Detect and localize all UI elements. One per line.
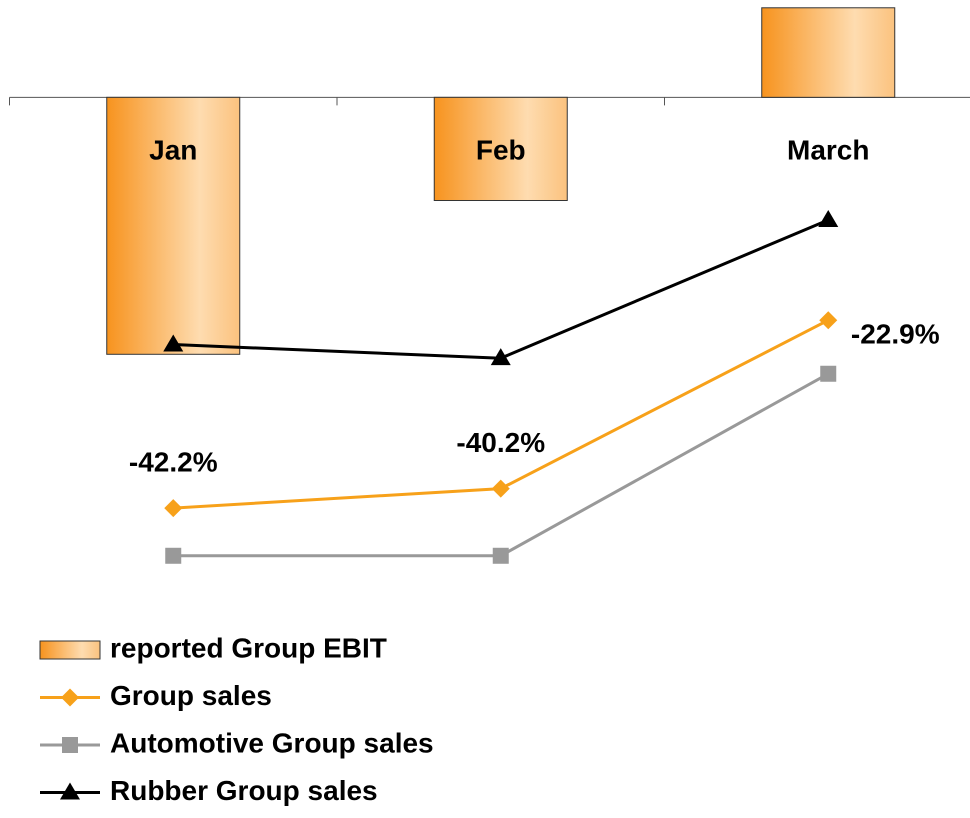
category-label: Feb xyxy=(476,134,526,165)
legend-label: Group sales xyxy=(110,680,272,711)
line xyxy=(173,218,829,360)
bar xyxy=(433,96,568,202)
marker xyxy=(165,547,182,564)
value-label: -42.2% xyxy=(129,446,218,477)
category-label: Jan xyxy=(149,134,197,165)
legend-label: Automotive Group sales xyxy=(110,727,434,758)
marker xyxy=(491,479,510,498)
value-label: -40.2% xyxy=(456,427,545,458)
legend-label: Rubber Group sales xyxy=(110,775,378,806)
marker xyxy=(163,334,184,352)
bar xyxy=(761,7,896,98)
marker xyxy=(820,365,837,382)
legend-swatch xyxy=(39,640,101,660)
legend-marker xyxy=(62,737,78,753)
marker xyxy=(164,499,183,518)
marker xyxy=(818,209,839,227)
marker xyxy=(490,348,511,366)
bar xyxy=(106,96,241,355)
marker xyxy=(819,311,838,330)
legend-marker xyxy=(61,688,79,707)
category-label: March xyxy=(787,134,869,165)
line xyxy=(173,372,829,558)
legend-label: reported Group EBIT xyxy=(110,632,387,663)
legend-marker xyxy=(60,782,80,800)
marker xyxy=(492,547,509,564)
value-label: -22.9% xyxy=(851,319,940,350)
